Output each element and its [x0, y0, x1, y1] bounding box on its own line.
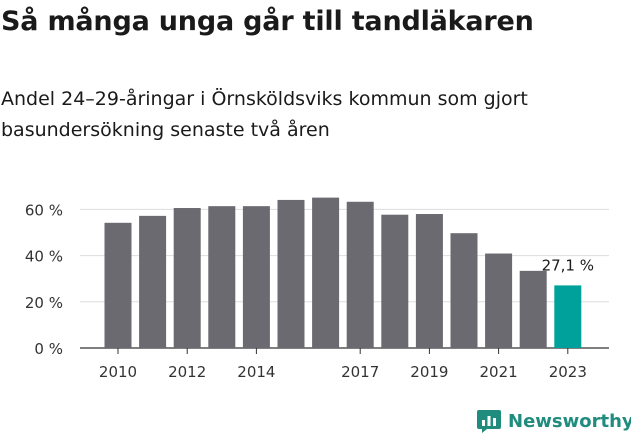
y-axis: 0 % 20 % 40 % 60 %: [25, 201, 63, 358]
newsworthy-logo-text: Newsworthy: [508, 410, 631, 432]
newsworthy-logo: Newsworthy: [476, 408, 631, 434]
x-tick-label: 2021: [480, 363, 518, 381]
bar-2014: [242, 206, 270, 348]
bar-2013: [208, 206, 236, 348]
x-tick-label: 2017: [341, 363, 379, 381]
bar-2012: [173, 208, 201, 348]
bar-2020: [450, 233, 478, 348]
y-tick-label: 40 %: [25, 248, 63, 266]
y-tick-label: 20 %: [25, 294, 63, 312]
x-tick-label: 2012: [168, 363, 206, 381]
bar-2019: [415, 214, 443, 348]
bar-2021: [485, 253, 513, 348]
bar-2015: [277, 199, 305, 348]
x-tick-label: 2010: [99, 363, 137, 381]
chart-title: Så många unga går till tandläkaren: [1, 6, 534, 37]
newsworthy-logo-icon: [477, 410, 501, 433]
chart-subtitle: Andel 24–29-åringar i Örnsköldsviks komm…: [1, 88, 528, 141]
bar-2017: [346, 201, 374, 348]
annotations: 27,1 %: [542, 256, 594, 274]
bar-2016: [312, 197, 340, 348]
bar-2023: [554, 285, 582, 348]
y-tick-label: 0 %: [34, 340, 63, 358]
bar-2018: [381, 214, 409, 348]
bars: [104, 197, 582, 348]
y-tick-label: 60 %: [25, 201, 63, 219]
value-label-last: 27,1 %: [542, 256, 594, 274]
x-tick-label: 2019: [410, 363, 448, 381]
x-tick-label: 2023: [549, 363, 587, 381]
bar-2022: [519, 270, 547, 348]
bar-chart: 0 % 20 % 40 % 60 % 2010 2012 2014 2017 2019 2021…: [25, 197, 609, 381]
x-axis: 2010 2012 2014 2017 2019 2021 2023: [99, 348, 587, 381]
bar-2010: [104, 222, 132, 348]
bar-2011: [139, 215, 167, 348]
x-tick-label: 2014: [237, 363, 275, 381]
